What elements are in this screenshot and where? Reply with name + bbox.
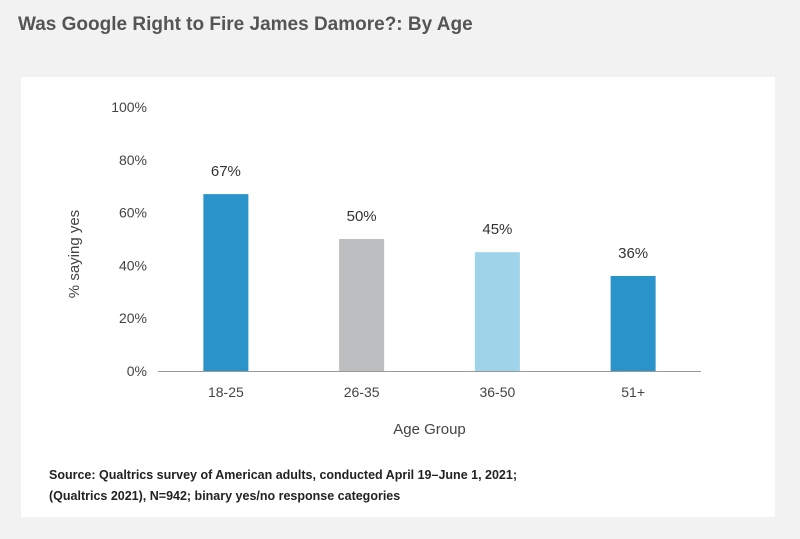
page-title: Was Google Right to Fire James Damore?: … <box>18 14 473 35</box>
source-line-1: Source: Qualtrics survey of American adu… <box>49 468 517 482</box>
y-tick-label: 100% <box>111 99 147 115</box>
bar-26-35 <box>339 239 385 371</box>
bar-value-label: 36% <box>618 245 648 262</box>
x-tick-label: 26-35 <box>344 384 380 400</box>
bar-51+ <box>610 275 656 371</box>
y-tick-label: 40% <box>119 257 147 273</box>
x-tick-label: 18-25 <box>208 384 244 400</box>
y-axis-title: % saying yes <box>66 210 83 298</box>
y-tick-label: 80% <box>119 152 147 168</box>
y-tick-label: 20% <box>119 310 147 326</box>
x-axis-ticks: 18-25 26-35 36-50 51+ <box>208 384 645 400</box>
y-axis-ticks: 0% 20% 40% 60% 80% 100% <box>111 99 147 379</box>
source-line-2: (Qualtrics 2021), N=942; binary yes/no r… <box>49 489 401 503</box>
bar-36-50 <box>474 252 520 371</box>
chart-card: 0% 20% 40% 60% 80% 100% 67% 50% 45% 36% 18-25 26-… <box>21 77 775 517</box>
bars <box>203 194 656 371</box>
source-note: Source: Qualtrics survey of American adu… <box>49 465 517 507</box>
y-tick-label: 0% <box>127 363 147 379</box>
y-tick-label: 60% <box>119 205 147 221</box>
x-tick-label: 36-50 <box>479 384 515 400</box>
x-axis-title: Age Group <box>393 421 466 438</box>
x-tick-label: 51+ <box>621 384 645 400</box>
bar-value-label: 50% <box>347 208 377 225</box>
bar-18-25 <box>203 194 249 371</box>
bar-value-label: 45% <box>482 221 512 238</box>
bar-value-label: 67% <box>211 163 241 180</box>
bar-chart: 0% 20% 40% 60% 80% 100% 67% 50% 45% 36% 18-25 26-… <box>66 99 701 438</box>
bar-value-labels: 67% 50% 45% 36% <box>211 163 648 262</box>
